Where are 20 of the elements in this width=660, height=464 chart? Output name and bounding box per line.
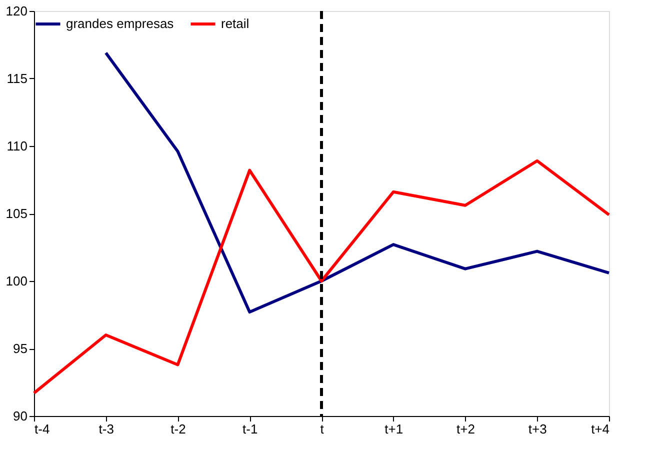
x-tick-label: t-3 bbox=[98, 422, 114, 436]
x-tick-label: t+4 bbox=[591, 422, 610, 436]
y-tick-label: 95 bbox=[13, 341, 28, 356]
x-tick-label: t+3 bbox=[528, 422, 547, 436]
y-tick-label: 105 bbox=[6, 206, 28, 221]
y-tick-label: 100 bbox=[6, 274, 28, 288]
y-tick-label: 120 bbox=[6, 4, 28, 18]
legend-label: grandes empresas bbox=[66, 16, 174, 31]
x-tick-label: t-1 bbox=[242, 422, 258, 436]
line-series bbox=[32, 159, 610, 395]
x-tick-label: t bbox=[320, 422, 324, 436]
x-tick-label: t+1 bbox=[384, 422, 404, 436]
line-series bbox=[104, 51, 610, 314]
y-tick-label: 115 bbox=[6, 71, 28, 86]
legend-label: retail bbox=[221, 16, 250, 31]
x-tick-label: t+2 bbox=[456, 422, 475, 436]
y-tick-label: 90 bbox=[13, 408, 28, 424]
x-tick-label: t-2 bbox=[170, 422, 186, 436]
y-tick-label: 110 bbox=[6, 138, 28, 154]
x-tick-label: t-4 bbox=[34, 422, 50, 436]
